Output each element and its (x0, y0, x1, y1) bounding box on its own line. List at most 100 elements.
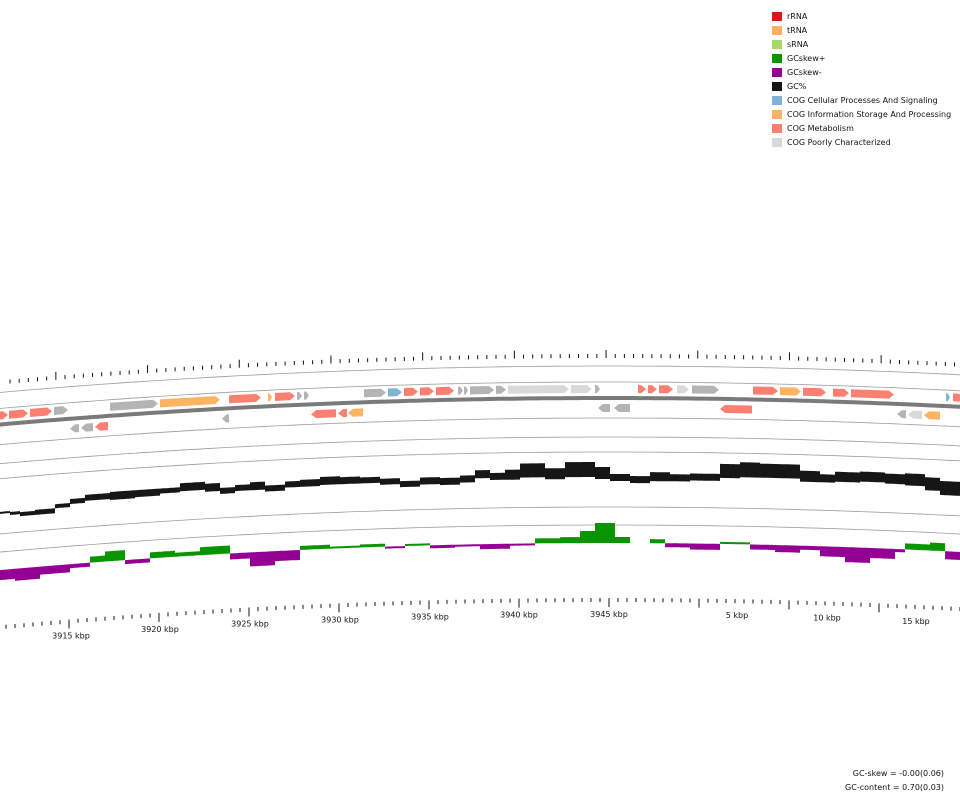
backbone-line (0, 396, 960, 427)
feature-arrow (348, 408, 363, 417)
summary-stats: GC-skew = -0.00(0.06) GC-content = 0.70(… (845, 767, 944, 795)
feature-arrow (338, 408, 347, 418)
outer-tick-ring (9, 350, 956, 384)
gc-skew-bar (70, 562, 90, 569)
gc-content-bar (135, 488, 160, 498)
legend-swatch (772, 11, 782, 21)
legend-item-cog-cellular: COG Cellular Processes And Signaling (772, 93, 951, 107)
ruler-label: 3935 kbp (411, 612, 449, 621)
feature-arrow (458, 386, 463, 395)
feature-arrow (229, 393, 261, 404)
ruler-label: 3930 kbp (321, 615, 359, 624)
gc-content-bar (690, 473, 720, 481)
gc-skew-bar (665, 543, 690, 548)
legend-item-cog-information: COG Information Storage And Processing (772, 107, 951, 121)
legend-item-cog-metabolism: COG Metabolism (772, 121, 951, 135)
gc-skew-bar (820, 546, 845, 558)
feature-arrow (388, 388, 402, 397)
legend-swatch (772, 53, 782, 63)
gc-skew-bar (200, 545, 230, 556)
gc-content-bar (565, 462, 595, 478)
gc-content-bar (860, 471, 885, 483)
gc-skew-bar (455, 544, 480, 547)
legend-label: COG Cellular Processes And Signaling (787, 95, 938, 105)
gc-skew-bar (750, 544, 775, 550)
gc-skew-bar (580, 531, 595, 544)
guide-ring (0, 451, 960, 480)
gc-content-bar (905, 473, 925, 487)
legend-item-gcskew-minus: GCskew- (772, 65, 951, 79)
gc-content-bar (475, 470, 490, 479)
guide-rings (0, 365, 960, 553)
gc-content-bar (70, 497, 85, 504)
legend-item-gc-percent: GC% (772, 79, 951, 93)
gc-skew-bar (0, 568, 15, 581)
feature-arrow (720, 405, 752, 414)
feature-arrow (598, 404, 610, 412)
feature-arrow (496, 385, 506, 394)
feature-arrow (851, 389, 894, 399)
gc-content-bar (160, 487, 180, 494)
gc-content-bar (300, 479, 320, 487)
feature-arrow (508, 385, 569, 394)
feature-arrow (692, 385, 719, 394)
feature-arrow (420, 387, 434, 396)
legend-swatch (772, 123, 782, 133)
legend-swatch (772, 25, 782, 35)
gc-skew-bar (405, 543, 430, 546)
feature-arrow (54, 406, 68, 415)
gc-content-bar (340, 476, 360, 485)
feature-arrow (95, 422, 108, 431)
feature-arrow (436, 386, 454, 396)
feature-arrow (659, 385, 673, 394)
gc-content-bar (670, 474, 690, 482)
legend-swatch (772, 81, 782, 91)
gc-content-bar (400, 480, 420, 488)
gc-skew-bar (15, 566, 40, 581)
legend-item-trna: tRNA (772, 23, 951, 37)
ruler-label: 3940 kbp (500, 611, 538, 620)
feature-arrow (311, 409, 336, 419)
gc-content-bar (800, 470, 820, 483)
gc-content-bar (520, 463, 545, 478)
gc-content-bar (265, 484, 285, 492)
gc-content-bar (320, 476, 340, 485)
gc-skew-bar (330, 545, 360, 549)
gc-content-stat: GC-content = 0.70(0.03) (845, 783, 944, 792)
legend-label: COG Metabolism (787, 123, 854, 133)
legend-label: sRNA (787, 39, 809, 49)
gc-skew-bar (90, 555, 105, 563)
feature-arrow (30, 407, 52, 417)
gc-skew-bar (690, 543, 720, 550)
legend-label: COG Poorly Characterized (787, 137, 891, 147)
legend-item-srna: sRNA (772, 37, 951, 51)
gc-content-bar (490, 472, 505, 480)
ruler-label: 15 kbp (902, 617, 930, 626)
guide-ring (0, 436, 960, 465)
legend-label: GCskew+ (787, 53, 826, 63)
feature-track (0, 385, 960, 433)
gc-skew-bar (300, 544, 330, 550)
gc-content-bar (85, 493, 110, 501)
legend-label: GC% (787, 81, 807, 91)
gc-content-bar (740, 462, 760, 478)
gc-skew-bar (870, 548, 895, 559)
gc-content-bar (835, 471, 860, 483)
feature-arrow (464, 386, 468, 395)
legend-swatch (772, 95, 782, 105)
legend-label: rRNA (787, 11, 808, 21)
feature-arrow (833, 388, 849, 397)
ruler-label: 5 kbp (726, 611, 748, 620)
gc-skew-bar (615, 537, 630, 543)
feature-arrow (677, 385, 689, 394)
guide-ring (0, 524, 960, 553)
feature-arrow (268, 393, 272, 402)
gc-content-bar (285, 480, 300, 488)
gc-content-bar (380, 478, 400, 485)
gc-content-bar (420, 477, 440, 485)
feature-arrow (0, 411, 8, 420)
legend-label: tRNA (787, 25, 808, 35)
feature-arrow (304, 391, 309, 400)
gc-skew-bar (800, 545, 820, 551)
